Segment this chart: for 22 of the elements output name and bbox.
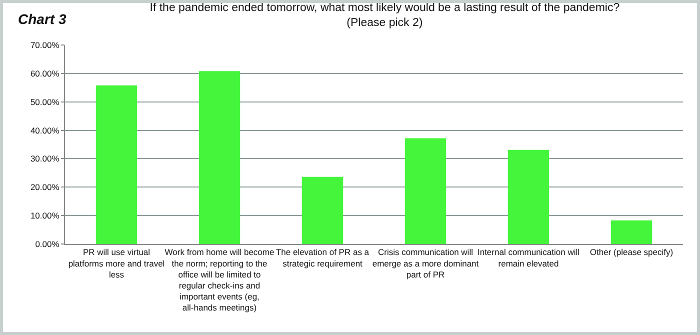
- x-tick-label: Work from home will become the norm; reporting to the office will be limited to regular check-ins and important events (eg, all-hands meetings): [164, 247, 274, 312]
- x-tick-label: Internal communication will remain elevated: [477, 247, 580, 268]
- bar: [302, 176, 344, 244]
- x-tick-label: The elevation of PR as a strategic requirement: [276, 247, 370, 268]
- bar: [404, 138, 446, 244]
- y-tick-label: 60.00%: [30, 68, 60, 78]
- bar: [198, 71, 240, 244]
- caption: Chart 3: [18, 11, 66, 27]
- bar: [96, 85, 138, 244]
- x-tick-label: PR will use virtual platforms more and travel less: [68, 247, 165, 280]
- y-tick-label: 50.00%: [30, 96, 60, 107]
- y-tick-label: 30.00%: [30, 154, 60, 164]
- chart-title: If the pandemic ended tomorrow, what most likely would be a lasting result of the pandemic? (Please pick 2): [150, 2, 620, 30]
- y-tick-label: 10.00%: [30, 210, 60, 221]
- x-tick-label: Other (please specify): [590, 247, 674, 258]
- x-tick-label: Crisis communication will emerge as a more dominant part of PR: [372, 247, 480, 280]
- y-tick-label: 70.00%: [30, 40, 60, 50]
- bar: [508, 150, 550, 244]
- y-tick-label: 0.00%: [35, 238, 60, 249]
- y-tick-label: 40.00%: [30, 125, 60, 136]
- y-tick-label: 20.00%: [30, 182, 60, 192]
- bar: [610, 220, 652, 244]
